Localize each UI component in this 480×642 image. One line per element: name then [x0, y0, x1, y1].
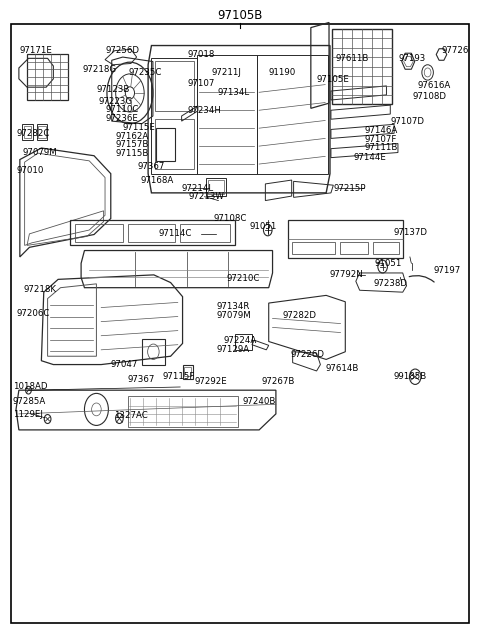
Text: 97218G: 97218G — [82, 65, 116, 74]
Text: 97018: 97018 — [187, 50, 215, 59]
Text: 97168A: 97168A — [141, 175, 174, 184]
Bar — [180, 224, 230, 242]
Text: 97115F: 97115F — [162, 372, 195, 381]
Text: 97256D: 97256D — [105, 46, 139, 55]
Bar — [206, 178, 226, 196]
Text: 97193: 97193 — [399, 54, 426, 63]
Text: 97282C: 97282C — [16, 129, 50, 138]
Text: 97726: 97726 — [441, 46, 468, 55]
Bar — [184, 367, 191, 376]
Bar — [142, 339, 165, 365]
Text: 97223G: 97223G — [98, 97, 132, 106]
Bar — [75, 224, 123, 242]
Text: 97115E: 97115E — [123, 123, 156, 132]
Text: 97267B: 97267B — [262, 377, 295, 386]
Text: 97282D: 97282D — [282, 311, 316, 320]
Text: 97226D: 97226D — [290, 351, 324, 360]
Text: 97616A: 97616A — [417, 81, 450, 90]
Bar — [155, 119, 194, 169]
Text: 99185B: 99185B — [393, 372, 426, 381]
Bar — [373, 241, 399, 254]
Text: 97238D: 97238D — [373, 279, 407, 288]
Text: 97010: 97010 — [16, 166, 44, 175]
Text: 1327AC: 1327AC — [114, 412, 148, 421]
Text: 97285A: 97285A — [12, 397, 46, 406]
Text: 97218K: 97218K — [23, 285, 56, 294]
Bar — [292, 241, 335, 254]
Text: 97111B: 97111B — [364, 143, 398, 152]
Text: 91051: 91051 — [250, 222, 277, 231]
Text: 97107F: 97107F — [364, 135, 397, 144]
Bar — [155, 61, 194, 111]
Text: 97137D: 97137D — [393, 228, 427, 237]
Text: 97292E: 97292E — [194, 377, 228, 386]
Text: 1018AD: 1018AD — [12, 383, 47, 392]
Text: 97792N: 97792N — [330, 270, 364, 279]
Text: 97236E: 97236E — [105, 114, 138, 123]
Text: 97107: 97107 — [187, 80, 215, 89]
Text: 97240B: 97240B — [242, 397, 276, 406]
Text: 97144E: 97144E — [354, 153, 387, 162]
Text: 97235C: 97235C — [129, 68, 162, 77]
Bar — [339, 241, 368, 254]
Text: 97107D: 97107D — [391, 117, 425, 126]
Text: 97105E: 97105E — [317, 75, 349, 84]
Bar — [152, 58, 197, 173]
Text: 97079M: 97079M — [216, 311, 251, 320]
Text: 97367: 97367 — [128, 376, 155, 385]
Text: 97110C: 97110C — [105, 105, 138, 114]
Text: 97210C: 97210C — [227, 273, 260, 282]
Text: 91190: 91190 — [269, 68, 296, 77]
Bar — [197, 55, 257, 173]
Text: 97047: 97047 — [111, 360, 138, 369]
Text: 97206C: 97206C — [16, 309, 50, 318]
Text: 97171E: 97171E — [20, 46, 53, 55]
Text: 97105B: 97105B — [217, 9, 263, 22]
Bar — [156, 128, 175, 161]
Text: 97146A: 97146A — [364, 126, 398, 135]
Text: 97224A: 97224A — [223, 336, 256, 345]
Text: 97214L: 97214L — [181, 184, 214, 193]
Bar — [332, 29, 392, 105]
Bar — [257, 55, 327, 173]
Bar — [182, 365, 193, 379]
Text: 97108D: 97108D — [412, 92, 446, 101]
Text: 97215P: 97215P — [333, 184, 366, 193]
Text: 97234H: 97234H — [187, 107, 221, 116]
Text: 97197: 97197 — [434, 266, 461, 275]
Bar — [128, 396, 238, 427]
Text: 97211J: 97211J — [211, 68, 241, 77]
Text: 97115B: 97115B — [116, 149, 149, 158]
Text: 97134L: 97134L — [217, 88, 249, 97]
Text: 97162A: 97162A — [116, 132, 149, 141]
Text: 97108C: 97108C — [214, 214, 247, 223]
Text: 1129EJ: 1129EJ — [12, 410, 43, 419]
Text: 97367: 97367 — [137, 162, 165, 171]
Text: 97079M: 97079M — [22, 148, 57, 157]
Text: 97134R: 97134R — [216, 302, 250, 311]
Bar — [27, 54, 68, 100]
Text: 97213W: 97213W — [189, 192, 225, 201]
Text: 97114C: 97114C — [158, 229, 192, 238]
Text: 97123B: 97123B — [96, 85, 130, 94]
Text: 91051: 91051 — [375, 259, 402, 268]
Text: 97129A: 97129A — [216, 345, 249, 354]
Text: 97611B: 97611B — [336, 54, 369, 63]
Bar — [128, 224, 175, 242]
Bar — [235, 334, 252, 350]
Text: 97157B: 97157B — [116, 141, 149, 150]
Bar — [208, 180, 224, 194]
Text: 97614B: 97614B — [325, 364, 359, 373]
